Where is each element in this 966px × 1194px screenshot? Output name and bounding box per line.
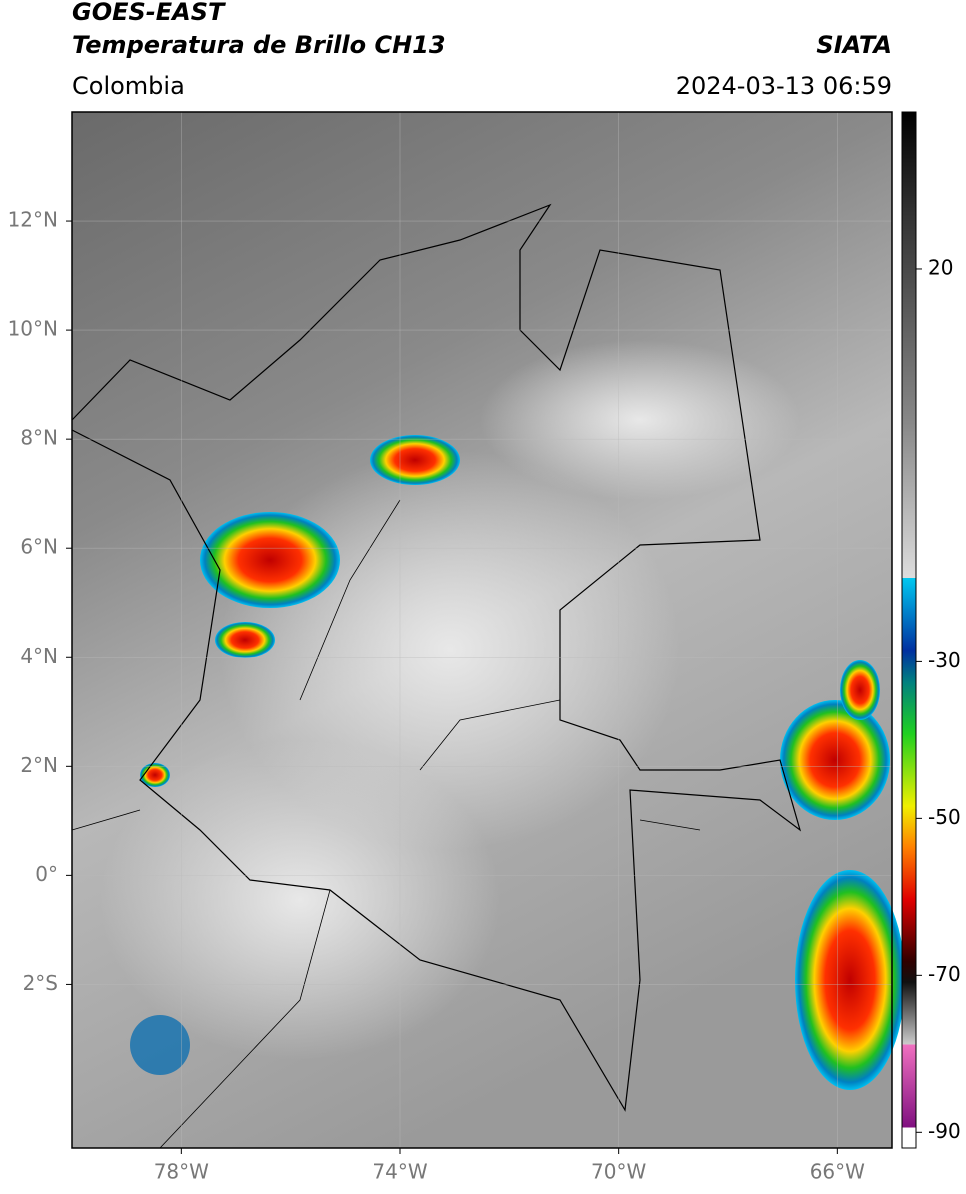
satellite-image — [71, 112, 905, 1149]
y-tick-label: 0° — [35, 862, 58, 886]
colorbar — [901, 111, 917, 1149]
subtitle: Temperatura de Brillo CH13 — [72, 31, 446, 59]
y-tick-label: 4°N — [20, 644, 58, 668]
x-tick-label: 78°W — [154, 1160, 209, 1184]
colorbar-tick-label: 20 — [928, 255, 953, 279]
y-tick-label: 2°S — [23, 971, 58, 995]
y-tick-label: 6°N — [20, 535, 58, 559]
datetime: 2024-03-13 06:59 — [676, 72, 892, 100]
y-tick-label: 12°N — [8, 208, 58, 232]
y-tick-label: 2°N — [20, 753, 58, 777]
x-tick-label: 74°W — [372, 1160, 427, 1184]
map-frame — [71, 111, 893, 1149]
y-tick-label: 10°N — [8, 317, 58, 341]
colorbar-tick-label: -50 — [928, 805, 961, 829]
title: GOES-EAST — [72, 0, 226, 26]
source: SIATA — [816, 31, 892, 59]
region: Colombia — [72, 72, 185, 100]
colorbar-tick-label: -30 — [928, 648, 961, 672]
x-tick-label: 70°W — [591, 1160, 646, 1184]
y-tick-label: 8°N — [20, 426, 58, 450]
x-tick-label: 66°W — [810, 1160, 865, 1184]
colorbar-tick-label: -70 — [928, 962, 961, 986]
colorbar-tick-label: -90 — [928, 1119, 961, 1143]
